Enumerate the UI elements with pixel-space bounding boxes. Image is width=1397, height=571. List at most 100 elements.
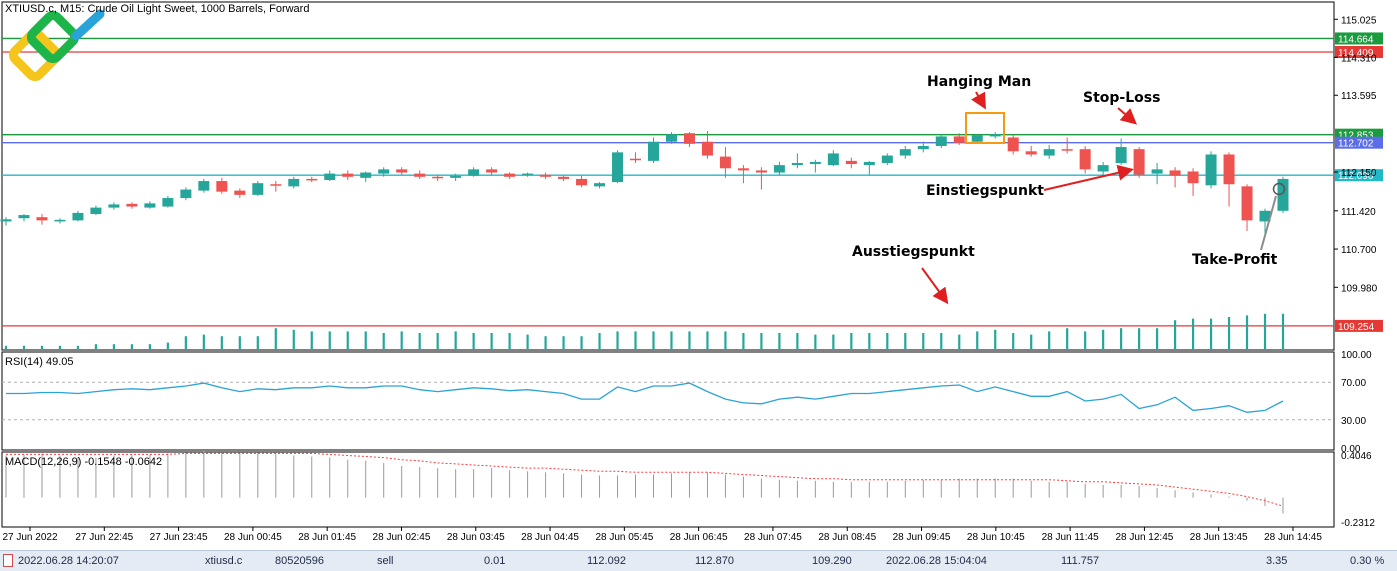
macd-label: MACD(12,26,9) -0.1548 -0.0642 — [5, 456, 163, 468]
candle-body — [414, 173, 426, 177]
candle-body — [144, 203, 156, 208]
price-tick-label: 109.980 — [1341, 283, 1378, 294]
profit-percent: 0.30 % — [1350, 555, 1385, 567]
level-value-label: 112.702 — [1338, 139, 1374, 150]
candle-body — [1205, 154, 1217, 186]
time-tick-label: 28 Jun 12:45 — [1115, 532, 1173, 543]
einstiegspunkt-label: Einstiegspunkt — [926, 183, 1044, 199]
candle-body — [522, 173, 534, 176]
candle-body — [935, 136, 947, 146]
price-tick-label: 111.420 — [1341, 207, 1376, 218]
price-tick-label: 114.310 — [1341, 53, 1377, 64]
axis-labels: 115.025 114.310 113.595 112.150 111.420 110.7… — [2, 15, 1377, 543]
level-tag — [1335, 136, 1383, 149]
macd-panel: 0.4046 -0.2312 — [5, 451, 1375, 529]
time-tick-label: 28 Jun 14:45 — [1264, 532, 1322, 543]
candle-body — [953, 136, 965, 143]
open-price: 112.092 — [587, 555, 626, 567]
candle-body — [450, 175, 462, 178]
candle-body — [1079, 149, 1091, 170]
broker-logo-icon — [8, 9, 105, 82]
stop-loss-arrow — [1117, 107, 1138, 125]
einstiegspunkt-arrow — [1043, 164, 1134, 191]
candle-body — [1061, 149, 1073, 151]
candle-body — [755, 170, 767, 173]
candle-body — [594, 183, 606, 187]
time-tick-label: 28 Jun 02:45 — [373, 532, 431, 543]
trade-volume: 0.01 — [484, 555, 506, 567]
candle-body — [719, 156, 731, 169]
candle-body — [432, 176, 444, 179]
candle-body — [0, 219, 12, 222]
candle-body — [809, 161, 821, 165]
candle-body — [108, 204, 120, 208]
candle-body — [540, 174, 552, 177]
price-tick-label: 110.700 — [1341, 245, 1377, 256]
symbol: xtiusd.c — [205, 555, 243, 567]
candle-body — [791, 162, 803, 166]
candle-body — [306, 178, 318, 181]
candle-body — [270, 184, 282, 186]
time-tick-label: 28 Jun 01:45 — [298, 532, 356, 543]
time-tick-label: 28 Jun 05:45 — [595, 532, 653, 543]
candle-body — [378, 169, 390, 174]
ticket: 80520596 — [275, 555, 324, 567]
candle-body — [54, 219, 66, 222]
candle-body — [1151, 169, 1163, 174]
macd-tick-label: -0.2312 — [1341, 518, 1375, 529]
candle-body — [126, 203, 138, 207]
annotation-marks — [921, 91, 1286, 305]
macd-panel-frame — [1, 451, 1335, 528]
candle-body — [342, 173, 354, 177]
candle-body — [72, 212, 84, 221]
time-tick-label: 27 Jun 23:45 — [150, 532, 208, 543]
level-value-label: 112.853 — [1338, 131, 1374, 142]
time-tick-label: 28 Jun 09:45 — [893, 532, 951, 543]
candle-body — [827, 153, 839, 166]
rsi-tick-label: 30.00 — [1341, 416, 1366, 427]
candle-body — [180, 189, 192, 199]
candle-body — [324, 173, 336, 180]
level-value-label: 114.409 — [1338, 48, 1374, 59]
price-tick-label: 115.025 — [1341, 15, 1377, 26]
candle-body — [486, 169, 498, 173]
take-profit-value: 109.290 — [812, 555, 852, 567]
candle-body — [1025, 151, 1037, 155]
candle-body — [1115, 147, 1127, 163]
candle-body — [360, 172, 372, 178]
candle-body — [845, 160, 857, 165]
candle-body — [1223, 154, 1235, 185]
rsi-panel: 100.00 70.00 30.00 0.00 — [2, 350, 1372, 455]
candle-body — [971, 135, 983, 142]
time-tick-label: 27 Jun 2022 — [2, 532, 57, 543]
candle-body — [773, 165, 785, 173]
price-tick-label: 112.150 — [1341, 168, 1377, 179]
candle-body — [558, 176, 570, 179]
take-profit-label: Take-Profit — [1192, 252, 1278, 268]
candle-body — [989, 134, 1001, 137]
level-tag — [1335, 319, 1383, 332]
candle-body — [1043, 149, 1055, 156]
candle-body — [36, 217, 48, 221]
ausstiegspunkt-arrow — [921, 267, 949, 305]
hanging-man-label: Hanging Man — [927, 74, 1032, 90]
time-tick-label: 28 Jun 13:45 — [1190, 532, 1248, 543]
candlestick-series — [0, 131, 1289, 237]
candle-body — [468, 169, 480, 176]
candle-body — [701, 141, 713, 156]
trade-status-bar[interactable]: 2022.06.28 14:20:07 xtiusd.c 80520596 se… — [0, 550, 1397, 571]
rsi-tick-label: 100.00 — [1341, 350, 1372, 361]
close-time: 2022.06.28 15:04:04 — [886, 555, 987, 567]
level-tag — [1335, 45, 1383, 58]
candle-body — [665, 134, 677, 142]
time-tick-label: 28 Jun 11:45 — [1042, 532, 1100, 543]
candle-body — [234, 190, 246, 195]
rsi-tick-label: 0.00 — [1341, 444, 1361, 455]
candle-body — [504, 173, 516, 177]
candle-body — [216, 181, 228, 192]
rsi-line — [6, 382, 1284, 413]
candle-body — [1169, 170, 1181, 176]
hanging-man-highlight-box — [965, 112, 1005, 144]
candle-body — [576, 178, 588, 186]
